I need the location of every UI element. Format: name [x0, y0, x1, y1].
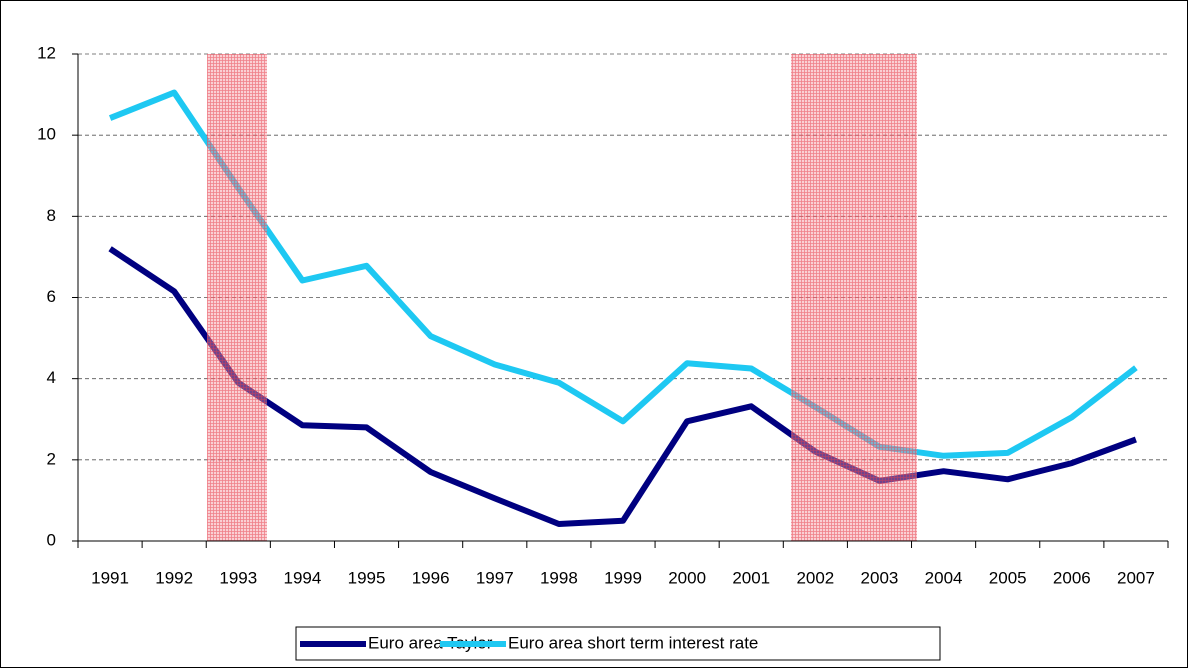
x-tick-label: 1995 — [348, 568, 386, 587]
x-tick-label: 1992 — [155, 568, 193, 587]
x-tick-label: 2006 — [1053, 568, 1091, 587]
axes: 0 2 4 6 8 10 12 1991 1992 1993 1994 1995 1996 1997 199… — [37, 43, 1169, 587]
y-tick-label: 8 — [47, 206, 56, 225]
plot — [108, 89, 1138, 527]
x-tick-label: 2007 — [1117, 568, 1155, 587]
x-tick-label: 2002 — [796, 568, 834, 587]
y-tick-label: 4 — [47, 368, 56, 387]
x-tick-label: 2001 — [732, 568, 770, 587]
x-tick-label: 1996 — [412, 568, 450, 587]
x-tick-label: 1991 — [91, 568, 129, 587]
legend — [295, 626, 941, 661]
y-tick-label: 10 — [37, 125, 56, 144]
x-tick-label: 1994 — [283, 568, 321, 587]
line-series — [108, 246, 1137, 527]
legend-label: Euro area short term interest rate — [508, 633, 758, 652]
y-tick-label: 0 — [47, 530, 56, 549]
x-tick-label: 2004 — [925, 568, 963, 587]
x-tick-label: 2000 — [668, 568, 706, 587]
legend-items: Euro area Taylor Euro area short term int… — [300, 633, 758, 652]
y-tick-label: 6 — [47, 287, 56, 306]
x-tick-label: 1997 — [476, 568, 514, 587]
y-tick-label: 2 — [47, 449, 56, 468]
line-series — [108, 89, 1138, 459]
x-tick-label: 2005 — [989, 568, 1027, 587]
y-tick-label: 12 — [37, 43, 56, 62]
x-tick-label: 1993 — [219, 568, 257, 587]
shaded-period — [207, 54, 267, 541]
shaded-period — [791, 54, 917, 541]
x-tick-label: 1998 — [540, 568, 578, 587]
legend-label: Euro area Taylor — [368, 633, 493, 652]
x-tick-label: 1999 — [604, 568, 642, 587]
x-tick-label: 2003 — [861, 568, 899, 587]
